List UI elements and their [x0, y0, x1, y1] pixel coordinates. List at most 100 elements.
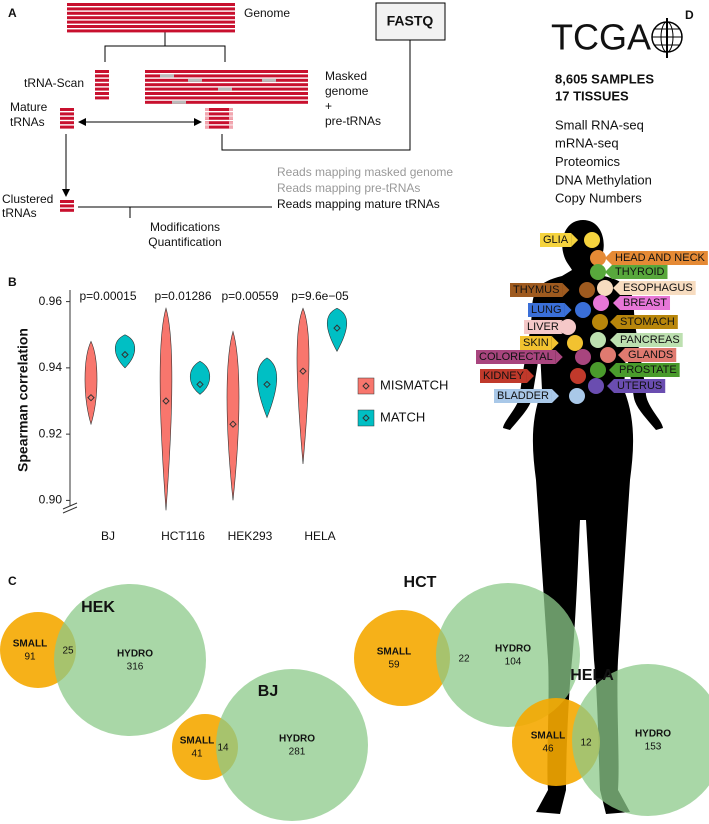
set-label: SMALL	[531, 731, 565, 742]
label: Genome	[244, 6, 290, 20]
stripe-end	[205, 116, 209, 120]
label: Reads mapping mature tRNAs	[277, 197, 440, 211]
label: Quantification	[148, 235, 221, 249]
overlap-count: 12	[580, 738, 592, 749]
venn-hydro	[216, 669, 368, 821]
tissue-label: UTERUS	[617, 380, 662, 392]
venn-title: HELA	[570, 667, 614, 684]
stripe	[60, 204, 74, 208]
legend-label: MISMATCH	[380, 377, 448, 392]
tissue-label: PROSTATE	[619, 364, 677, 376]
stripe	[145, 100, 308, 104]
stripe-end	[229, 116, 233, 120]
tissue-tag-tip	[618, 348, 625, 362]
tissue-dot	[590, 264, 606, 280]
legend-label: MATCH	[380, 409, 425, 424]
stripe	[205, 112, 233, 116]
tissue-label: LUNG	[531, 304, 562, 316]
stripe	[67, 3, 235, 6]
panel-label: A	[8, 6, 17, 20]
annotation: p=0.01286	[154, 289, 211, 303]
tissue-label: COLORECTAL	[479, 351, 553, 363]
set-label: HYDRO	[635, 729, 671, 740]
set-label: SMALL	[377, 647, 411, 658]
set-label: HYDRO	[495, 644, 531, 655]
stripe	[145, 83, 308, 87]
stripe	[95, 96, 109, 100]
label: tRNAs	[10, 115, 45, 129]
tissue-tag	[614, 379, 666, 393]
mean-marker	[87, 393, 95, 402]
label: Reads mapping masked genome	[277, 165, 453, 179]
label: Mature	[10, 100, 48, 114]
stripe	[95, 78, 109, 82]
set-count: 153	[645, 742, 662, 753]
tissue-tag-tip	[562, 283, 570, 297]
stripe	[60, 125, 74, 129]
tissue-label: LIVER	[527, 321, 559, 333]
tissue-tag	[620, 281, 696, 295]
tissue-tag-tip	[551, 389, 559, 403]
legend-key	[357, 409, 375, 427]
tissue-dot	[592, 314, 608, 330]
assay: Copy Numbers	[555, 191, 642, 206]
tissue-dot	[600, 347, 616, 363]
mask	[218, 87, 232, 91]
venn-title: BJ	[258, 683, 278, 700]
overlap-count: 14	[217, 743, 229, 754]
venn-small	[354, 610, 450, 706]
tissue-label: THYMUS	[513, 284, 559, 296]
tissue-tag-tip	[564, 303, 572, 317]
tissue-tag	[625, 348, 677, 362]
label: tRNAs	[2, 206, 37, 220]
tissue-tag	[540, 233, 572, 247]
stripe	[145, 74, 308, 78]
venn-hydro	[54, 584, 206, 736]
tissue-dot	[569, 388, 585, 404]
tissue-tag	[480, 369, 527, 383]
panel-label: B	[8, 275, 17, 289]
tissue-tag-tip	[610, 315, 617, 329]
overlap-count: 25	[62, 646, 74, 657]
tissue-label: BREAST	[623, 297, 667, 309]
assay: mRNA-seq	[555, 136, 619, 151]
stripe-end	[229, 108, 233, 111]
tissue-tag-tip	[551, 336, 559, 350]
venn-title: HCT	[404, 574, 437, 591]
tissue-dot	[590, 362, 606, 378]
x-tick-label: HELA	[304, 529, 335, 543]
stripe	[60, 108, 74, 111]
tissue-label: PANCREAS	[620, 334, 680, 346]
tissue-label: ESOPHAGUS	[623, 282, 693, 294]
tissue-tag-tip	[605, 265, 612, 279]
tissue-tag	[620, 296, 671, 310]
label: Clustered	[2, 192, 53, 206]
tissue-label: SKIN	[523, 337, 549, 349]
stripe	[67, 7, 235, 11]
violin	[159, 307, 173, 511]
stripe	[145, 92, 308, 95]
tissue-tag	[612, 251, 708, 265]
tissue-dot	[560, 319, 576, 335]
stripe	[95, 74, 109, 78]
tissue-tag	[528, 303, 565, 317]
legend-key	[362, 382, 370, 390]
tissue-tag	[510, 283, 563, 297]
tissue-tag-tip	[526, 369, 534, 383]
assay: Small RNA-seq	[555, 117, 644, 132]
label: Modifications	[150, 220, 220, 234]
mean-marker	[196, 380, 204, 389]
axis-break	[62, 506, 78, 514]
tissue-tag-tip	[605, 251, 612, 265]
venn-hydro	[572, 664, 709, 816]
stripe	[205, 121, 233, 125]
y-tick-label: 0.96	[39, 294, 63, 308]
set-count: 41	[191, 749, 203, 760]
x-tick-label: BJ	[101, 529, 115, 543]
stripe-end	[205, 121, 209, 125]
annotation: p=0.00559	[221, 289, 278, 303]
label: pre-tRNAs	[325, 114, 381, 128]
stripe	[67, 25, 235, 28]
stripe-end	[229, 125, 233, 129]
annotation: p=9.6e−05	[291, 289, 349, 303]
